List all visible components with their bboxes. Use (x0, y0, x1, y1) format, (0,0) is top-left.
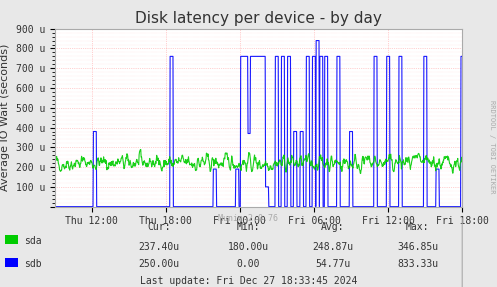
Text: 0.00: 0.00 (237, 259, 260, 269)
FancyBboxPatch shape (5, 258, 18, 267)
FancyBboxPatch shape (5, 235, 18, 244)
Text: Cur:: Cur: (147, 222, 171, 232)
Y-axis label: Average IO Wait (seconds): Average IO Wait (seconds) (0, 44, 10, 191)
Text: 180.00u: 180.00u (228, 242, 269, 252)
Text: Min:: Min: (237, 222, 260, 232)
Text: 250.00u: 250.00u (139, 259, 179, 269)
Text: Max:: Max: (406, 222, 429, 232)
Text: 237.40u: 237.40u (139, 242, 179, 252)
Text: RRDTOOL / TOBI OETIKER: RRDTOOL / TOBI OETIKER (489, 100, 495, 194)
Text: 833.33u: 833.33u (397, 259, 438, 269)
Text: 248.87u: 248.87u (313, 242, 353, 252)
Title: Disk latency per device - by day: Disk latency per device - by day (135, 11, 382, 26)
Text: 346.85u: 346.85u (397, 242, 438, 252)
Text: Avg:: Avg: (321, 222, 345, 232)
Text: 54.77u: 54.77u (316, 259, 350, 269)
Text: sdb: sdb (24, 259, 41, 269)
Text: Munin 2.0.76: Munin 2.0.76 (219, 214, 278, 223)
Text: sda: sda (24, 236, 41, 246)
Text: Last update: Fri Dec 27 18:33:45 2024: Last update: Fri Dec 27 18:33:45 2024 (140, 276, 357, 286)
